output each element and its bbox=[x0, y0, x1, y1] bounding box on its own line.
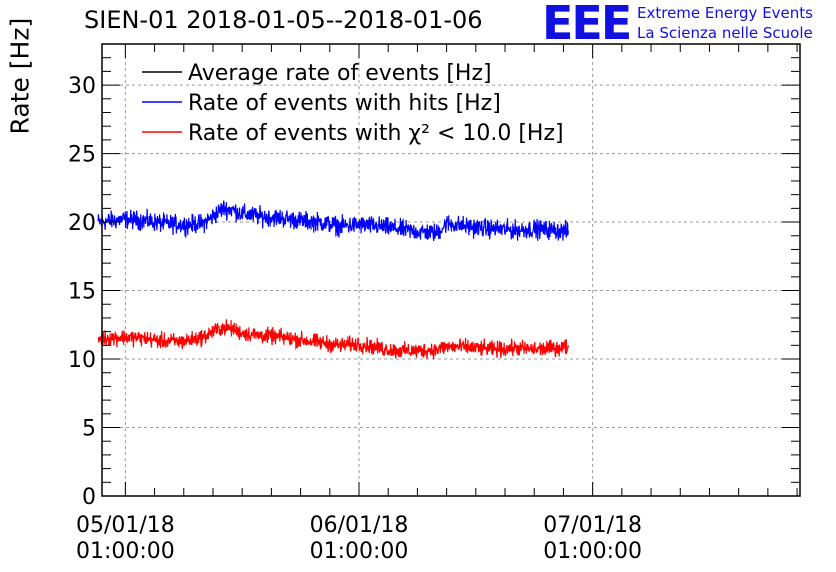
x-tick-date: 05/01/18 bbox=[76, 513, 175, 538]
y-tick-label: 15 bbox=[68, 280, 96, 305]
series-line bbox=[97, 319, 569, 360]
y-tick-label: 25 bbox=[68, 143, 96, 168]
y-tick-label: 30 bbox=[68, 74, 96, 99]
logo-line-2: La Scienza nelle Scuole bbox=[637, 24, 813, 42]
y-tick-label: 10 bbox=[68, 348, 96, 373]
x-tick-date: 06/01/18 bbox=[310, 513, 409, 538]
legend-entry: Rate of events with χ² < 10.0 [Hz] bbox=[188, 121, 564, 146]
x-tick-time: 01:00:00 bbox=[310, 539, 409, 564]
series-line bbox=[97, 200, 569, 242]
legend-entry: Rate of events with hits [Hz] bbox=[188, 91, 501, 116]
y-axis-label: Rate [Hz] bbox=[5, 17, 35, 135]
y-tick-label: 0 bbox=[82, 485, 96, 510]
logo-line-1: Extreme Energy Events bbox=[637, 4, 813, 22]
x-tick-time: 01:00:00 bbox=[76, 539, 175, 564]
y-tick-label: 5 bbox=[82, 417, 96, 442]
eee-logo: EEE bbox=[542, 0, 632, 50]
x-tick-date: 07/01/18 bbox=[543, 513, 642, 538]
plot-frame bbox=[101, 43, 801, 497]
chart-title: SIEN-01 2018-01-05--2018-01-06 bbox=[84, 6, 483, 34]
y-tick-label: 20 bbox=[68, 211, 96, 236]
x-tick-time: 01:00:00 bbox=[543, 539, 642, 564]
legend-entry: Average rate of events [Hz] bbox=[188, 61, 492, 86]
